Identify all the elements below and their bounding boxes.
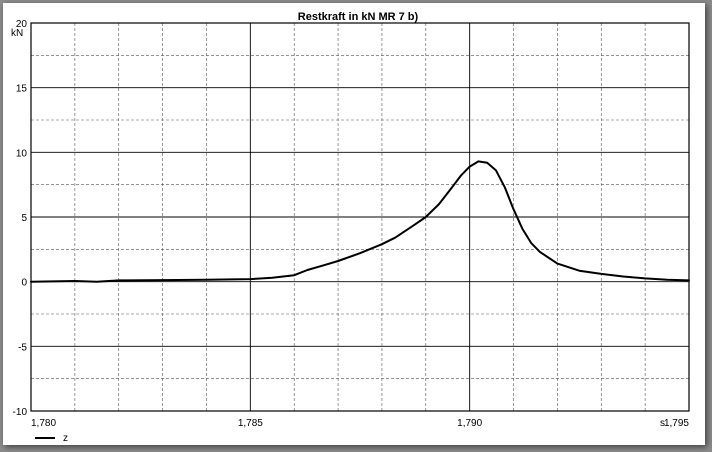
y-tick-label: 20 [16,19,28,30]
axes [30,22,690,412]
chart-frame: Restkraft in kN MR 7 b) kN -10 -5 0 5 10 15 20… [3,3,705,445]
legend: z [35,433,68,444]
x-tick-label: 1,785 [238,418,263,429]
y-axis-unit: kN [11,28,23,39]
x-tick-label: 1,795 [664,418,689,429]
x-axis-unit: s [660,418,665,429]
x-tick-label: 1,790 [457,418,482,429]
y-tick-label: 5 [21,213,27,224]
legend-label: z [63,433,68,444]
tick-labels: -10 -5 0 5 10 15 20 1,780 1,785 1,790 1,795 [13,19,690,429]
line-chart: Restkraft in kN MR 7 b) kN -10 -5 0 5 10 15 20… [11,11,690,444]
y-tick-label: -5 [18,342,27,353]
series-line-z [30,160,690,283]
chart-title: Restkraft in kN MR 7 b) [298,11,419,23]
grid [31,23,689,411]
y-tick-label: 15 [16,84,28,95]
y-tick-label: 0 [21,278,27,289]
x-tick-label: 1,780 [31,418,56,429]
series-layer [30,160,690,283]
y-tick-label: -10 [13,407,28,418]
plot-border [30,22,690,412]
y-tick-label: 10 [16,148,28,159]
